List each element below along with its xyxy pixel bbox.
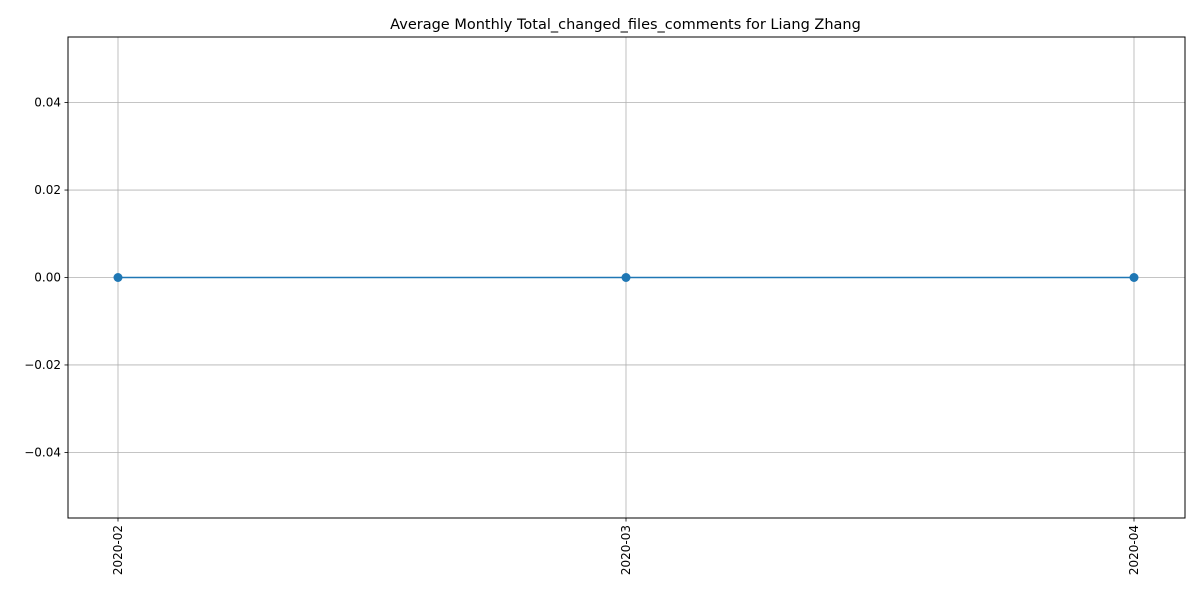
data-point [1129,273,1139,282]
y-tick-label: −0.04 [24,445,61,459]
y-tick-label: −0.02 [24,358,61,372]
y-tick-label: 0.00 [34,271,61,285]
x-tick-label: 2020-03 [619,525,633,575]
x-axis: 2020-02 2020-03 2020-04 [111,518,1141,575]
data-point [113,273,123,282]
data-point [621,273,631,282]
chart-title: Average Monthly Total_changed_files_comm… [390,17,861,33]
y-axis: 0.04 0.02 0.00 −0.02 −0.04 [24,96,68,459]
series-layer [113,273,1139,282]
x-tick-label: 2020-02 [111,525,125,575]
x-tick-label: 2020-04 [1127,525,1141,575]
y-tick-label: 0.04 [34,96,61,110]
y-tick-label: 0.02 [34,183,61,197]
